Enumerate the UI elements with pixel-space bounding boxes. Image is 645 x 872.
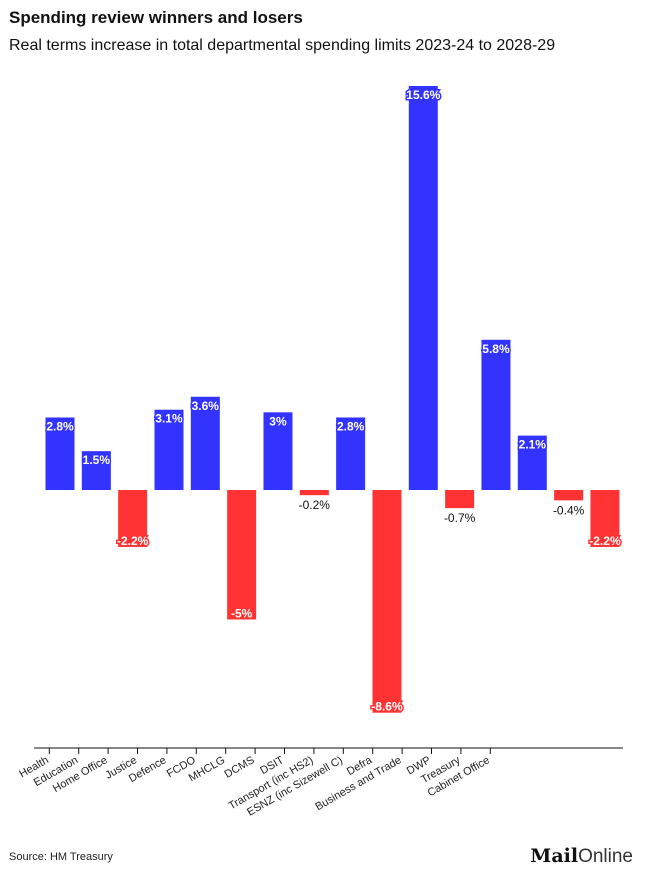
bar-defra xyxy=(445,490,475,509)
data-label: 3.1% xyxy=(155,412,183,426)
bar-treasury xyxy=(554,490,584,501)
chart-subtitle: Real terms increase in total departmenta… xyxy=(9,37,556,54)
data-label: -0.4% xyxy=(553,503,585,517)
data-label: 2.8% xyxy=(337,419,365,433)
data-label: -2.2% xyxy=(589,534,621,548)
source-note: Source: HM Treasury xyxy=(9,851,113,863)
data-label: 3% xyxy=(269,414,287,428)
data-label: -8.6% xyxy=(371,700,403,714)
bar-business-and-trade xyxy=(481,339,511,490)
bar-mhclg xyxy=(263,412,293,490)
bar-education xyxy=(81,451,111,490)
data-label: -0.2% xyxy=(299,498,331,512)
data-label: 5.8% xyxy=(482,342,510,356)
bar-esnz-inc-sizewell-c- xyxy=(408,86,438,490)
bar-dwp xyxy=(517,435,547,490)
data-label: -5% xyxy=(231,606,253,620)
bar-defence xyxy=(190,396,220,490)
mailonline-logo: MailOnline xyxy=(530,845,633,867)
bar-dsit xyxy=(336,417,366,490)
bar-dcms xyxy=(299,490,329,496)
chart-title: Spending review winners and losers xyxy=(9,8,303,27)
data-label: -0.7% xyxy=(444,511,476,525)
data-label: 3.6% xyxy=(192,399,220,413)
bar-home-office xyxy=(118,490,148,547)
data-label: 15.6% xyxy=(406,88,440,102)
x-tick-label: DCMS xyxy=(223,754,257,781)
data-label: 2.8% xyxy=(46,419,74,433)
data-label: -2.2% xyxy=(117,534,149,548)
bar-cabinet-office xyxy=(590,490,620,547)
bar-transport-inc-hs2- xyxy=(372,490,402,713)
data-label: 1.5% xyxy=(83,453,111,467)
bar-health xyxy=(45,417,75,490)
bar-justice xyxy=(154,409,184,490)
bar-fcdo xyxy=(227,490,257,620)
data-label: 2.1% xyxy=(519,438,547,452)
